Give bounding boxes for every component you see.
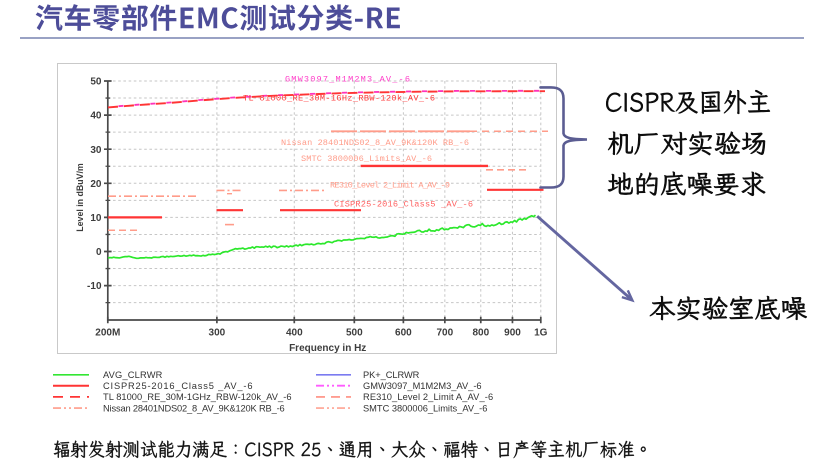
svg-text:50: 50 (90, 77, 102, 88)
svg-text:TL 81000_RE_30M-1GHz_RBW-120k_: TL 81000_RE_30M-1GHz_RBW-120k_AV_-6 (103, 392, 292, 402)
svg-text:1G: 1G (534, 328, 548, 339)
svg-text:RE310_Level 2_Limit A_AV_-9: RE310_Level 2_Limit A_AV_-9 (330, 181, 450, 191)
svg-text:-10: -10 (87, 281, 102, 292)
svg-text:SMTC 3800006_Limits_AV_-6: SMTC 3800006_Limits_AV_-6 (363, 403, 487, 413)
svg-text:Nissan 28401NDS02_8_AV_9K&120K: Nissan 28401NDS02_8_AV_9K&120K RB_-6 (281, 138, 469, 148)
svg-text:Frequency in Hz: Frequency in Hz (289, 343, 366, 354)
svg-text:Nissan 28401NDS02_8_AV_9K&120K: Nissan 28401NDS02_8_AV_9K&120K RB_-6 (103, 403, 285, 413)
svg-text:40: 40 (90, 111, 102, 122)
svg-text:30: 30 (90, 145, 102, 156)
svg-text:RE310_Level 2_Limit A_AV_-6: RE310_Level 2_Limit A_AV_-6 (363, 392, 493, 402)
svg-text:20: 20 (90, 179, 102, 190)
svg-text:AVG_CLRWR: AVG_CLRWR (103, 370, 163, 380)
svg-text:0: 0 (96, 247, 102, 258)
svg-text:800: 800 (472, 328, 489, 339)
svg-text:GMW3097_M1M2M3_AV_-6: GMW3097_M1M2M3_AV_-6 (285, 75, 410, 85)
svg-text:10: 10 (90, 213, 102, 224)
svg-text:300: 300 (209, 328, 226, 339)
svg-text:PK+_CLRWR: PK+_CLRWR (363, 370, 420, 380)
svg-text:400: 400 (286, 328, 303, 339)
svg-text:Level in dBuV/m: Level in dBuV/m (75, 163, 85, 232)
svg-text:CISPR25-2016_Class5 _AV_-6: CISPR25-2016_Class5 _AV_-6 (334, 200, 473, 210)
svg-text:200M: 200M (95, 328, 120, 339)
svg-text:900: 900 (504, 328, 521, 339)
svg-text:CISPR25-2016_Class5 _AV_-6: CISPR25-2016_Class5 _AV_-6 (103, 381, 253, 391)
svg-text:500: 500 (346, 328, 363, 339)
svg-text:TL 81000_RE_30M-1GHz_RBW-120k_: TL 81000_RE_30M-1GHz_RBW-120k_AV_-6 (243, 94, 435, 104)
svg-text:600: 600 (395, 328, 412, 339)
svg-text:700: 700 (436, 328, 453, 339)
svg-text:SMTC 3800006_Limits_AV_-6: SMTC 3800006_Limits_AV_-6 (301, 154, 432, 164)
svg-text:GMW3097_M1M2M3_AV_-6: GMW3097_M1M2M3_AV_-6 (363, 381, 482, 391)
